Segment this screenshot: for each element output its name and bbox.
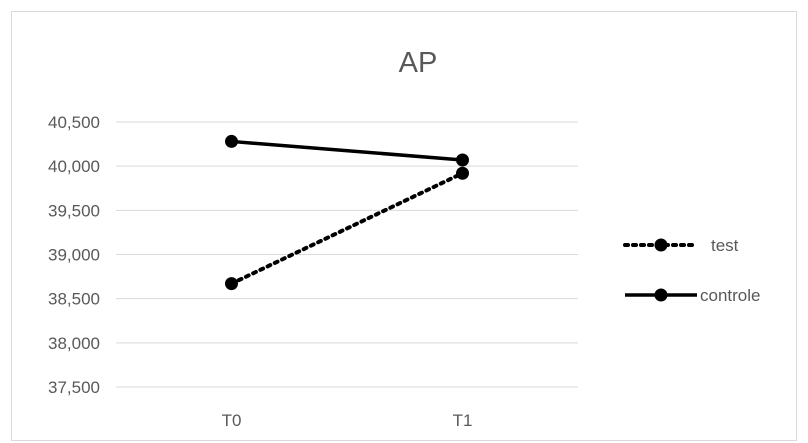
legend-label: controle (700, 286, 760, 305)
y-tick-label: 38,500 (48, 290, 100, 309)
data-point-test (225, 277, 238, 291)
legend-swatch-marker (654, 238, 668, 252)
legend-label: test (711, 236, 739, 255)
series-line-controle (231, 139, 463, 162)
chart-title: AP (399, 47, 438, 79)
x-axis-tick-labels: T0 T1 (222, 411, 473, 430)
x-tick-label: T0 (222, 411, 242, 430)
series-test (225, 166, 469, 291)
legend-swatch-marker (654, 288, 668, 302)
series-lines (225, 134, 469, 291)
y-tick-label: 40,000 (48, 157, 100, 176)
y-tick-label: 39,000 (48, 246, 100, 265)
y-tick-label: 38,000 (48, 334, 100, 353)
legend: test controle (623, 236, 760, 305)
y-tick-label: 37,500 (48, 378, 100, 397)
gridlines (116, 121, 578, 388)
legend-item-test: test (623, 236, 739, 255)
y-tick-label: 40,500 (48, 113, 100, 132)
series-line-test (229, 171, 465, 286)
y-tick-label: 39,500 (48, 201, 100, 220)
data-point-controle (225, 134, 238, 148)
data-point-test (456, 166, 469, 180)
y-axis-tick-labels: 37,500 38,000 38,500 39,000 39,500 40,000 40,5… (48, 113, 100, 397)
chart-frame (11, 11, 797, 441)
series-controle (225, 134, 469, 167)
x-tick-label: T1 (453, 411, 473, 430)
legend-item-controle: controle (625, 286, 760, 305)
data-point-controle (456, 153, 469, 167)
